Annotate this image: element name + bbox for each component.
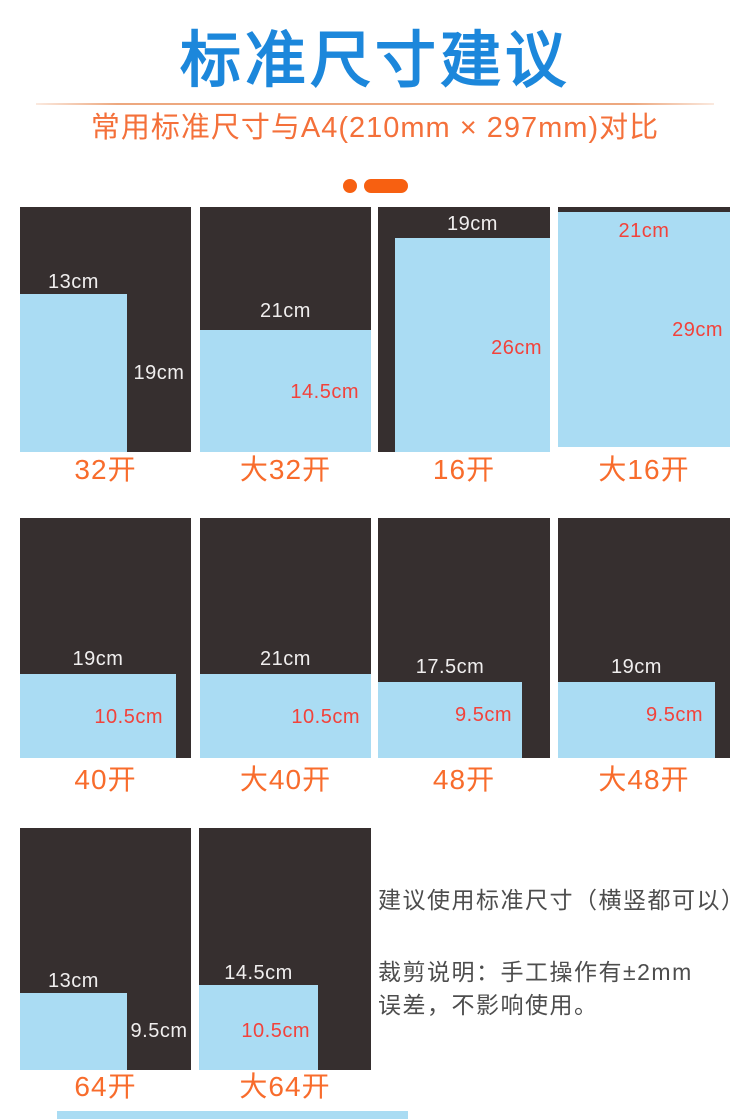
height-dimension-label: 29cm <box>672 319 723 341</box>
note-line-cutting-1: 裁剪说明：手工操作有±2mm <box>378 959 693 985</box>
height-dimension-label: 14.5cm <box>290 381 359 403</box>
tile-name-label: 64开 <box>74 1071 137 1102</box>
height-dimension-label: 10.5cm <box>241 1020 310 1042</box>
height-dimension-label: 10.5cm <box>291 706 360 728</box>
standard-size-area <box>20 294 127 452</box>
orange-dot-icon <box>343 179 357 193</box>
orange-dash-icon <box>364 179 408 193</box>
height-dimension-label: 9.5cm <box>646 704 703 726</box>
width-dimension-label: 17.5cm <box>415 656 485 678</box>
size-tile-16k: 19cm 26cm <box>378 207 550 452</box>
tile-name-label: 大64开 <box>239 1071 331 1102</box>
tile-name-label: 40开 <box>74 764 137 795</box>
width-dimension-label: 13cm <box>48 271 99 293</box>
tile-name-label: 大16开 <box>598 454 690 485</box>
standard-size-area <box>558 682 715 758</box>
divider-line <box>36 103 714 105</box>
standard-size-area <box>378 682 522 758</box>
width-dimension-label: 19cm <box>611 656 662 678</box>
size-tile-da40k: 21cm 10.5cm <box>200 518 371 758</box>
size-tile-48k: 17.5cm 9.5cm <box>378 518 550 758</box>
size-tile-40k: 19cm 10.5cm <box>20 518 191 758</box>
size-tile-da64k: 14.5cm 10.5cm <box>199 828 371 1070</box>
width-dimension-label: 13cm <box>48 970 99 992</box>
width-dimension-label: 21cm <box>260 648 311 670</box>
tile-name-label: 大48开 <box>598 764 690 795</box>
height-dimension-label: 9.5cm <box>130 1020 188 1042</box>
tile-name-label: 32开 <box>74 454 137 485</box>
standard-size-area <box>200 330 371 452</box>
width-dimension-label: 21cm <box>618 220 670 242</box>
tile-name-label: 48开 <box>432 764 496 795</box>
width-dimension-label: 19cm <box>72 648 124 670</box>
note-line-recommend: 建议使用标准尺寸（横竖都可以） <box>378 887 746 913</box>
height-dimension-label: 26cm <box>491 337 542 359</box>
tile-name-label: 大32开 <box>239 454 332 485</box>
width-dimension-label: 19cm <box>447 213 498 235</box>
tile-name-label: 大40开 <box>239 764 332 795</box>
height-dimension-label: 9.5cm <box>455 704 512 726</box>
width-dimension-label: 14.5cm <box>224 962 293 984</box>
size-tile-da48k: 19cm 9.5cm <box>558 518 730 758</box>
tile-name-label: 16开 <box>432 454 496 485</box>
height-dimension-label: 19cm <box>133 362 185 384</box>
standard-size-area <box>199 985 318 1070</box>
height-dimension-label: 10.5cm <box>94 706 163 728</box>
size-tile-64k: 13cm 9.5cm <box>20 828 191 1070</box>
standard-size-area <box>558 212 730 447</box>
size-tile-da16k: 21cm 29cm <box>558 207 730 447</box>
page-subtitle: 常用标准尺寸与A4(210mm × 297mm)对比 <box>90 112 660 144</box>
standard-size-area <box>20 674 176 758</box>
width-dimension-label: 21cm <box>260 300 311 322</box>
standard-size-area <box>200 674 371 758</box>
standard-size-area <box>395 238 550 452</box>
page-title: 标准尺寸建议 <box>179 26 570 94</box>
note-line-cutting-2: 误差，不影响使用。 <box>378 992 599 1018</box>
size-tile-32k: 13cm 19cm <box>20 207 191 452</box>
bottom-blue-strip <box>57 1111 408 1119</box>
standard-size-area <box>20 993 127 1070</box>
size-tile-da32k: 21cm 14.5cm <box>200 207 371 452</box>
